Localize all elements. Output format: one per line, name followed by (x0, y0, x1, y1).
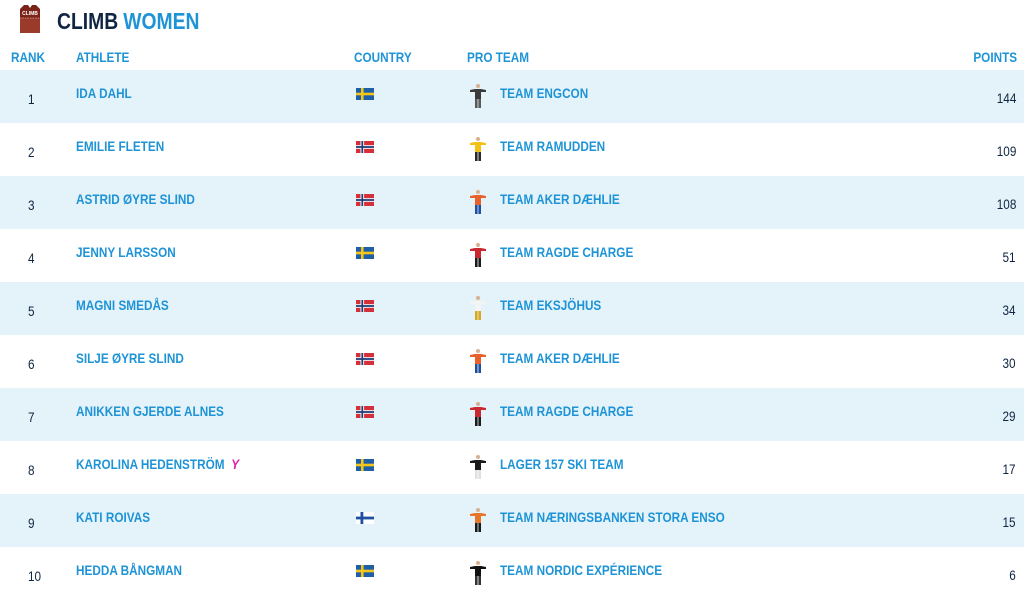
rank-cell: 1 (28, 91, 35, 107)
table-row: 6 SILJE ØYRE SLIND TEAM AKER DÆHLIE 30 (0, 335, 1024, 388)
athlete-name-link[interactable]: HEDDA BÅNGMAN (76, 562, 183, 578)
rank-cell: 3 (28, 197, 35, 213)
team-name-link[interactable]: TEAM EKSJÖHUS (500, 297, 602, 313)
team-aker-daehlie-jersey-icon (470, 190, 486, 214)
column-header-points: POINTS (973, 49, 1017, 65)
athlete-name-link[interactable]: ASTRID ØYRE SLIND (76, 191, 195, 207)
title-climb: CLIMB (57, 8, 119, 34)
rank-cell: 2 (28, 144, 35, 160)
young-rider-jersey-icon: Y (231, 456, 240, 472)
table-row: 10 HEDDA BÅNGMAN TEAM NORDIC EXPÉRIENCE 6 (0, 547, 1024, 600)
team-name-link[interactable]: TEAM AKER DÆHLIE (500, 350, 620, 366)
points-cell: 17 (1002, 461, 1016, 477)
rank-cell: 5 (28, 303, 35, 319)
team-ragde-charge-jersey-icon (470, 243, 486, 267)
table-row: 4 JENNY LARSSON TEAM RAGDE CHARGE 51 (0, 229, 1024, 282)
points-cell: 15 (1002, 514, 1016, 530)
finland-flag-icon (356, 512, 374, 524)
lager-157-jersey-icon (470, 455, 486, 479)
team-name-link[interactable]: TEAM NÆRINGSBANKEN STORA ENSO (500, 509, 725, 525)
athlete-name-link[interactable]: KAROLINA HEDENSTRÖM Y (76, 456, 240, 472)
climb-jersey-icon: CLIMB (20, 5, 40, 33)
points-cell: 6 (1009, 567, 1016, 583)
standings-header: CLIMB CLIMB WOMEN (0, 0, 1024, 42)
table-row: 5 MAGNI SMEDÅS TEAM EKSJÖHUS 34 (0, 282, 1024, 335)
column-header-rank: RANK (11, 49, 45, 65)
norway-flag-icon (356, 194, 374, 206)
points-cell: 29 (1002, 408, 1016, 424)
rank-cell: 4 (28, 250, 35, 266)
athlete-name-link[interactable]: MAGNI SMEDÅS (76, 297, 169, 313)
team-eksjohus-jersey-icon (470, 296, 486, 320)
sweden-flag-icon (356, 247, 374, 259)
table-row: 9 KATI ROIVAS TEAM NÆRINGSBANKEN STORA ENS… (0, 494, 1024, 547)
sweden-flag-icon (356, 459, 374, 471)
column-header-athlete: ATHLETE (76, 49, 130, 65)
rank-cell: 6 (28, 356, 35, 372)
standings-table: 1 IDA DAHL TEAM ENGCON 144 2 EMILIE FLETEN TEA… (0, 70, 1024, 600)
team-name-link[interactable]: TEAM RAMUDDEN (500, 138, 606, 154)
rank-cell: 10 (28, 568, 42, 584)
points-cell: 109 (996, 143, 1016, 159)
athlete-name-link[interactable]: EMILIE FLETEN (76, 138, 165, 154)
points-cell: 144 (996, 90, 1016, 106)
team-engcon-jersey-icon (470, 84, 486, 108)
norway-flag-icon (356, 353, 374, 365)
norway-flag-icon (356, 406, 374, 418)
title-women: WOMEN (123, 8, 200, 34)
team-name-link[interactable]: TEAM RAGDE CHARGE (500, 403, 634, 419)
table-row: 1 IDA DAHL TEAM ENGCON 144 (0, 70, 1024, 123)
athlete-name-link[interactable]: IDA DAHL (76, 85, 132, 101)
team-ramudden-jersey-icon (470, 137, 486, 161)
points-cell: 30 (1002, 355, 1016, 371)
norway-flag-icon (356, 300, 374, 312)
team-name-link[interactable]: TEAM ENGCON (500, 85, 589, 101)
team-name-link[interactable]: TEAM RAGDE CHARGE (500, 244, 634, 260)
sweden-flag-icon (356, 88, 374, 100)
athlete-name-link[interactable]: KATI ROIVAS (76, 509, 151, 525)
table-row: 3 ASTRID ØYRE SLIND TEAM AKER DÆHLIE 108 (0, 176, 1024, 229)
rank-cell: 8 (28, 462, 35, 478)
rank-cell: 7 (28, 409, 35, 425)
sweden-flag-icon (356, 565, 374, 577)
page-title: CLIMB WOMEN (57, 6, 199, 36)
points-cell: 108 (996, 196, 1016, 212)
athlete-name-link[interactable]: ANIKKEN GJERDE ALNES (76, 403, 224, 419)
svg-text:CLIMB: CLIMB (22, 11, 38, 17)
table-row: 8 KAROLINA HEDENSTRÖM Y LAGER 157 SKI TEAM 1… (0, 441, 1024, 494)
column-header-pro-team: PRO TEAM (467, 49, 530, 65)
team-naeringsbanken-jersey-icon (470, 508, 486, 532)
team-name-link[interactable]: LAGER 157 SKI TEAM (500, 456, 624, 472)
team-ragde-charge-jersey-icon (470, 402, 486, 426)
table-row: 2 EMILIE FLETEN TEAM RAMUDDEN 109 (0, 123, 1024, 176)
team-name-link[interactable]: TEAM AKER DÆHLIE (500, 191, 620, 207)
norway-flag-icon (356, 141, 374, 153)
column-header-country: COUNTRY (354, 49, 412, 65)
table-row: 7 ANIKKEN GJERDE ALNES TEAM RAGDE CHARGE 29 (0, 388, 1024, 441)
rank-cell: 9 (28, 515, 35, 531)
team-aker-daehlie-jersey-icon (470, 349, 486, 373)
athlete-name-link[interactable]: JENNY LARSSON (76, 244, 176, 260)
points-cell: 51 (1002, 249, 1016, 265)
points-cell: 34 (1002, 302, 1016, 318)
team-name-link[interactable]: TEAM NORDIC EXPÉRIENCE (500, 562, 663, 578)
athlete-name-link[interactable]: SILJE ØYRE SLIND (76, 350, 184, 366)
team-nordic-experience-jersey-icon (470, 561, 486, 585)
